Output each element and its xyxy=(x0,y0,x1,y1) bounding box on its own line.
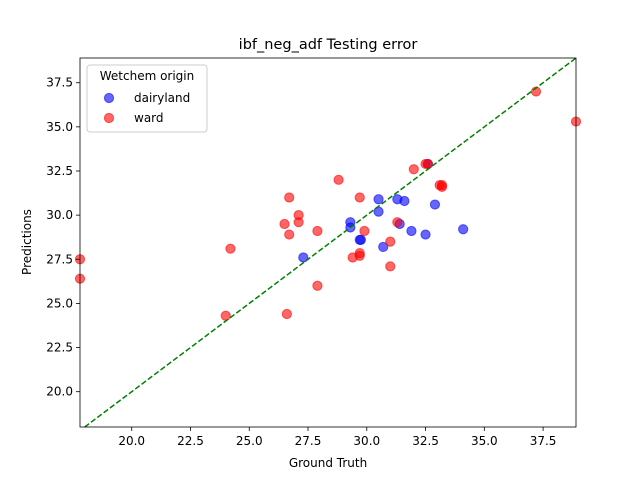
legend-box xyxy=(86,64,208,133)
point-ward-26 xyxy=(436,180,448,191)
y-tick-label: 37.5 xyxy=(46,76,73,90)
y-tick-label: 25.0 xyxy=(46,296,73,310)
point-ward-6 xyxy=(284,229,295,240)
point-ward-15 xyxy=(354,247,365,259)
y-tick-label: 35.0 xyxy=(46,120,73,134)
point-ward-10 xyxy=(312,280,323,291)
point-ward-18 xyxy=(385,236,396,247)
legend-label-dairyland: dairyland xyxy=(134,91,190,105)
y-tick-label: 30.0 xyxy=(46,208,73,222)
point-ward-23 xyxy=(422,158,434,170)
x-axis-label: Ground Truth xyxy=(289,456,367,470)
x-tick-label: 37.5 xyxy=(530,434,557,448)
point-dairyland-13 xyxy=(429,199,441,210)
point-ward-16 xyxy=(354,192,365,203)
legend-marker-ward xyxy=(103,112,115,124)
point-dairyland-4 xyxy=(355,234,367,245)
x-tick-label: 35.0 xyxy=(471,434,498,448)
point-ward-21 xyxy=(408,164,419,175)
point-ward-9 xyxy=(293,217,304,228)
x-axis-ticks: 20.0 22.5 25.0 27.5 30.0 32.5 35.0 37.5 xyxy=(118,427,556,448)
point-ward-7 xyxy=(284,192,295,203)
point-ward-20 xyxy=(392,217,403,228)
x-tick-label: 32.5 xyxy=(412,434,439,448)
y-axis-label: Predictions xyxy=(20,209,34,275)
point-ward-19 xyxy=(385,261,396,272)
y-tick-label: 27.5 xyxy=(46,252,73,266)
y-axis-ticks: 20.0 22.5 25.0 27.5 30.0 32.5 35.0 37.5 xyxy=(46,76,80,399)
point-dairyland-11 xyxy=(406,225,417,237)
data-points xyxy=(74,86,582,321)
plot-frame xyxy=(79,57,577,428)
point-dairyland-15 xyxy=(458,224,469,235)
point-ward-4 xyxy=(281,308,292,320)
point-ward-11 xyxy=(312,225,323,237)
point-dairyland-6 xyxy=(373,194,384,205)
point-dairyland-10 xyxy=(399,195,410,207)
legend-label-ward: ward xyxy=(134,111,164,125)
point-dairyland-7 xyxy=(378,241,389,253)
x-tick-label: 20.0 xyxy=(118,434,145,448)
legend: Wetchem origin dairyland ward xyxy=(86,64,208,133)
y-tick-label: 20.0 xyxy=(46,385,73,399)
point-ward-5 xyxy=(279,218,290,230)
point-ward-17 xyxy=(359,225,370,237)
x-tick-label: 30.0 xyxy=(353,434,380,448)
point-ward-2 xyxy=(220,310,231,321)
point-ward-3 xyxy=(225,243,236,254)
x-tick-label: 25.0 xyxy=(236,434,263,448)
legend-title: Wetchem origin xyxy=(100,69,195,83)
x-tick-label: 27.5 xyxy=(295,434,322,448)
y-tick-label: 22.5 xyxy=(46,341,73,355)
point-dairyland-12 xyxy=(420,229,431,240)
legend-marker-dairyland xyxy=(103,92,115,104)
chart-title: ibf_neg_adf Testing error xyxy=(239,37,418,53)
x-tick-label: 22.5 xyxy=(177,434,204,448)
y-tick-label: 32.5 xyxy=(46,164,73,178)
point-ward-12 xyxy=(333,174,344,185)
